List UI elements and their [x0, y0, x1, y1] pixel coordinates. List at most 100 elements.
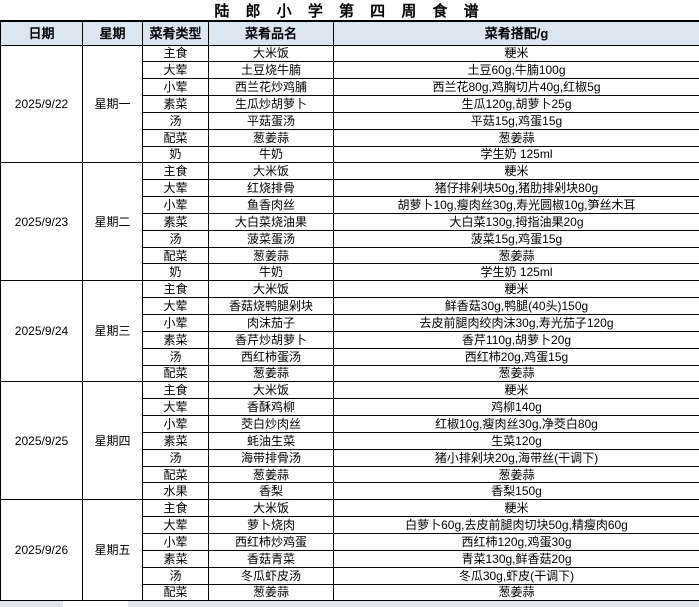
dish-name-cell: 香菇青菜	[208, 549, 334, 568]
dish-type-cell: 小荤	[142, 314, 209, 332]
dish-pairing-cell: 生菜120g	[333, 431, 699, 450]
dish-type-cell: 素菜	[142, 431, 209, 450]
dish-pairing-cell: 学生奶 125ml	[333, 145, 699, 164]
dish-pairing-cell: 去皮前腿肉绞肉沫30g,寿光茄子120g	[333, 314, 699, 332]
menu-row: 大荤 红烧排骨 猪仔排剁块50g,猪肋排剁块80g	[1, 179, 699, 198]
dish-pairing-cell: 冬瓜30g,虾皮(干调下)	[333, 566, 699, 585]
dish-name-cell: 大米饭	[208, 499, 334, 518]
dish-type-cell: 主食	[142, 162, 209, 181]
dish-name-cell: 蚝油生菜	[208, 431, 334, 450]
dish-type-cell: 主食	[142, 44, 209, 63]
dish-name-cell: 香芹炒胡萝卜	[208, 330, 334, 349]
dish-pairing-cell: 葱姜蒜	[333, 583, 699, 602]
menu-row: 小荤 西红柿炒鸡蛋 西红柿120g,鸡蛋30g	[1, 532, 699, 551]
dish-pairing-cell: 胡萝卜10g,瘦肉丝30g,寿光圆椒10g,笋丝木耳	[333, 196, 699, 214]
date-cell: 2025/9/23	[0, 162, 83, 282]
menu-row: 水果 香梨 香梨150g	[1, 482, 699, 501]
dish-type-cell: 小荤	[142, 196, 209, 214]
dish-type-cell: 汤	[142, 111, 209, 130]
dish-type-cell: 奶	[142, 145, 209, 164]
header-weekday: 星期	[82, 20, 143, 46]
dish-type-cell: 素菜	[142, 212, 209, 231]
dish-name-cell: 菠菜蛋汤	[208, 229, 334, 248]
menu-row: 大荤 土豆烧牛腩 土豆60g,牛腩100g	[1, 61, 699, 80]
dish-pairing-cell: 白萝卜60g,去皮前腿肉切块50g,精瘦肉60g	[333, 516, 699, 534]
partial-next-row	[0, 601, 699, 607]
dish-name-cell: 大米饭	[208, 162, 334, 181]
dish-pairing-cell: 香芹110g,胡萝卜20g	[333, 330, 699, 349]
dish-name-cell: 葱姜蒜	[208, 128, 334, 147]
date-cell: 2025/9/24	[0, 280, 83, 383]
dish-name-cell: 香酥鸡柳	[208, 398, 334, 417]
partial-cell-fill	[0, 601, 63, 607]
menu-row: 2025/9/23 星期二 主食 大米饭 粳米	[0, 162, 699, 282]
dish-type-cell: 素菜	[142, 95, 209, 113]
dish-name-cell: 平菇蛋汤	[208, 111, 334, 130]
dish-name-cell: 红烧排骨	[208, 179, 334, 198]
menu-table: 日期 星期 菜肴类型 菜肴品名 菜肴搭配/g 2025/9/22 星期一 主食 大米饭…	[0, 20, 699, 602]
date-cell: 2025/9/22	[0, 44, 83, 164]
menu-row: 小荤 鱼香肉丝 胡萝卜10g,瘦肉丝30g,寿光圆椒10g,笋丝木耳	[1, 196, 699, 214]
dish-type-cell: 大荤	[142, 61, 209, 80]
dish-name-cell: 海带排骨汤	[208, 448, 334, 467]
dish-pairing-cell: 红椒10g,瘦肉丝30g,净茭白80g	[333, 415, 699, 433]
dish-pairing-cell: 粳米	[333, 381, 699, 400]
dish-type-cell: 配菜	[142, 246, 209, 265]
dish-pairing-cell: 葱姜蒜	[333, 364, 699, 383]
menu-row: 2025/9/22 星期一 主食 大米饭 粳米	[0, 44, 699, 164]
dish-pairing-cell: 西兰花80g,鸡胸切片40g,红椒5g	[333, 78, 699, 97]
menu-row: 素菜 香菇青菜 青菜130g,鲜香菇20g	[1, 549, 699, 568]
header-dish-type: 菜肴类型	[142, 20, 209, 46]
header-date: 日期	[0, 20, 83, 46]
dish-type-cell: 汤	[142, 566, 209, 585]
dish-type-cell: 素菜	[142, 330, 209, 349]
dish-pairing-cell: 粳米	[333, 280, 699, 299]
dish-pairing-cell: 平菇15g,鸡蛋15g	[333, 111, 699, 130]
dish-name-cell: 萝卜烧肉	[208, 516, 334, 534]
dish-pairing-cell: 生瓜120g,胡萝卜25g	[333, 95, 699, 113]
dish-name-cell: 葱姜蒜	[208, 465, 334, 484]
dish-name-cell: 西红柿炒鸡蛋	[208, 532, 334, 551]
weekday-cell: 星期二	[82, 162, 143, 282]
dish-type-cell: 主食	[142, 381, 209, 400]
dish-name-cell: 葱姜蒜	[208, 364, 334, 383]
dish-name-cell: 大白菜烧油果	[208, 212, 334, 231]
dish-type-cell: 汤	[142, 347, 209, 366]
weekday-cell: 星期三	[82, 280, 143, 383]
dish-pairing-cell: 猪仔排剁块50g,猪肋排剁块80g	[333, 179, 699, 198]
dish-pairing-cell: 大白菜130g,拇指油果20g	[333, 212, 699, 231]
dish-type-cell: 小荤	[142, 415, 209, 433]
menu-row: 2025/9/26 星期五 主食 大米饭 粳米	[0, 499, 699, 602]
dish-name-cell: 香梨	[208, 482, 334, 501]
menu-row: 汤海带排骨汤 猪小排剁块20g,海带丝(干调下)	[1, 448, 699, 467]
dish-type-cell: 配菜	[142, 128, 209, 147]
dish-pairing-cell: 鲜香菇30g,鸭腿(40头)150g	[333, 297, 699, 315]
menu-table-body: 2025/9/22 星期一 主食 大米饭 粳米 大荤 土豆烧牛腩 土豆60g,牛腩100g 小荤…	[0, 44, 699, 602]
dish-type-cell: 大荤	[142, 516, 209, 534]
dish-type-cell: 汤	[142, 448, 209, 467]
dish-name-cell: 大米饭	[208, 280, 334, 299]
dish-pairing-cell: 猪小排剁块20g,海带丝(干调下)	[333, 448, 699, 467]
weekday-cell: 星期五	[82, 499, 143, 602]
dish-name-cell: 冬瓜虾皮汤	[208, 566, 334, 585]
dish-type-cell: 主食	[142, 499, 209, 518]
date-cell: 2025/9/25	[0, 381, 83, 501]
dish-name-cell: 牛奶	[208, 145, 334, 164]
dish-type-cell: 大荤	[142, 179, 209, 198]
menu-row: 奶牛奶 学生奶 125ml	[1, 263, 699, 282]
menu-row: 配菜 葱姜蒜 葱姜蒜	[1, 364, 699, 383]
dish-name-cell: 大米饭	[208, 44, 334, 63]
dish-type-cell: 水果	[142, 482, 209, 501]
dish-name-cell: 西红柿蛋汤	[208, 347, 334, 366]
dish-type-cell: 大荤	[142, 398, 209, 417]
dish-name-cell: 西兰花炒鸡脯	[208, 78, 334, 97]
dish-type-cell: 配菜	[142, 364, 209, 383]
date-cell: 2025/9/26	[0, 499, 83, 602]
dish-pairing-cell: 西红柿120g,鸡蛋30g	[333, 532, 699, 551]
dish-type-cell: 奶	[142, 263, 209, 282]
menu-row: 大荤 香菇烧鸭腿剁块 鲜香菇30g,鸭腿(40头)150g	[1, 297, 699, 315]
dish-pairing-cell: 香梨150g	[333, 482, 699, 501]
dish-pairing-cell: 粳米	[333, 162, 699, 181]
dish-name-cell: 生瓜炒胡萝卜	[208, 95, 334, 113]
